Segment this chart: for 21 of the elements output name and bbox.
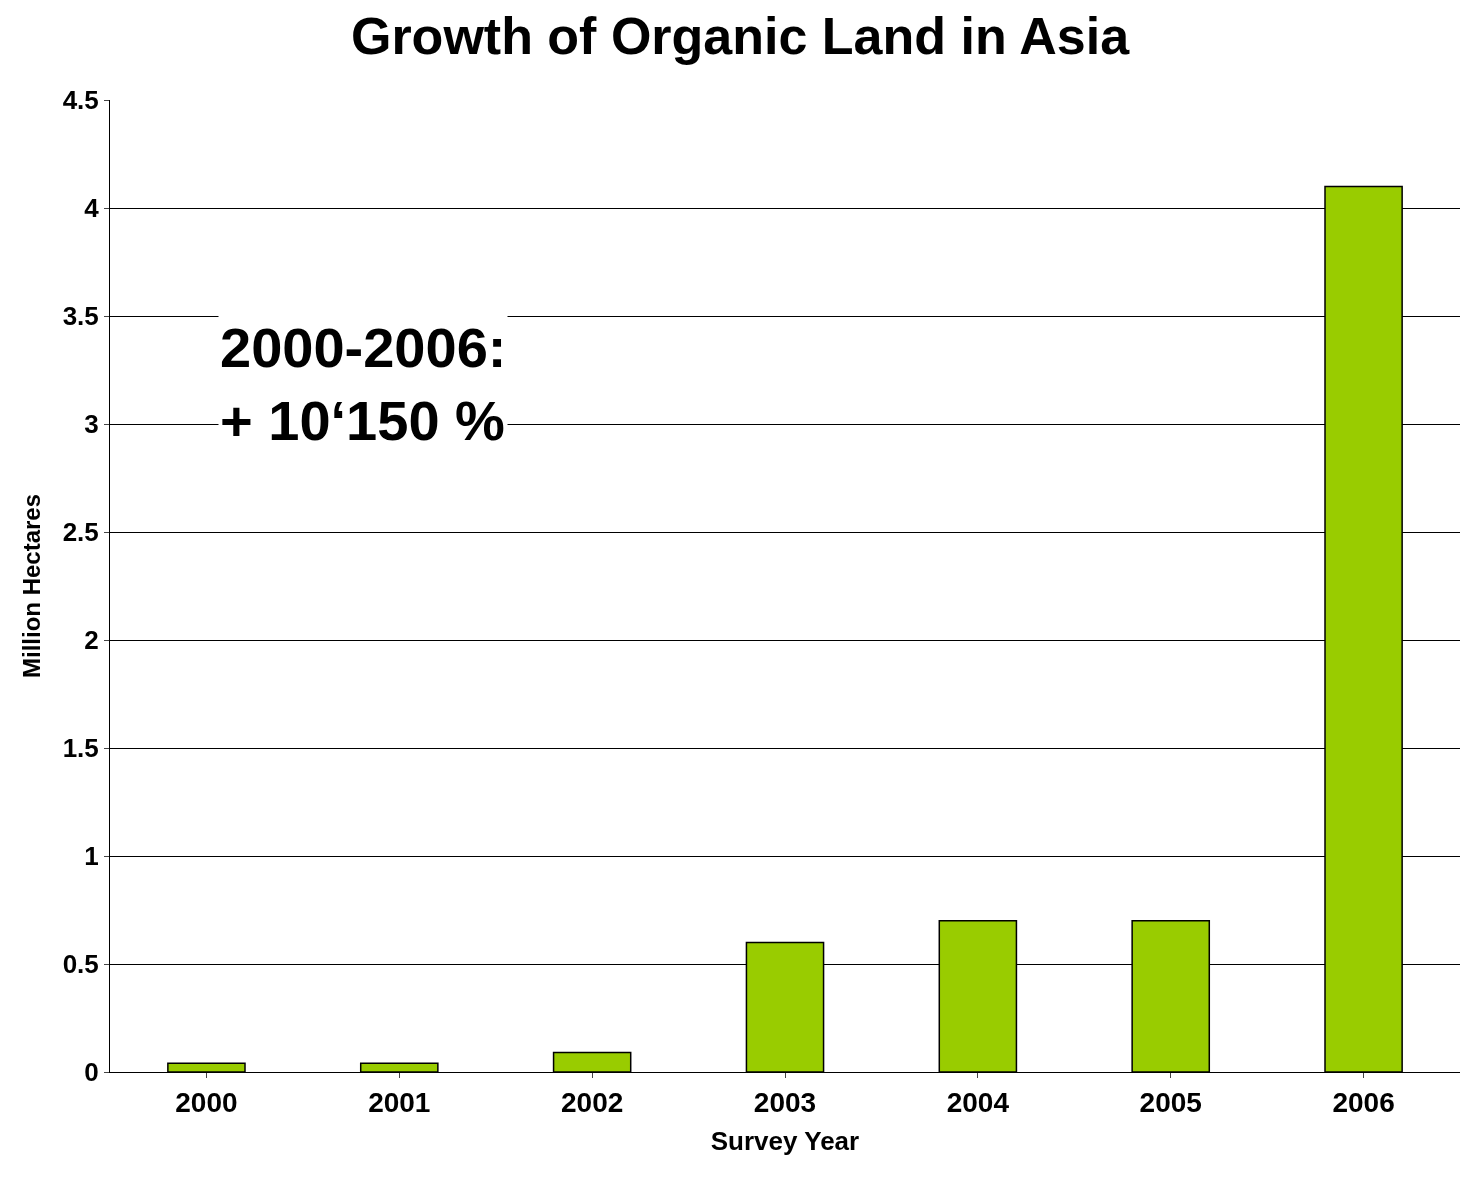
- y-tick-label: 0.5: [62, 949, 99, 980]
- x-tick-label: 2003: [753, 1086, 817, 1118]
- x-tick-label: 2006: [1332, 1086, 1395, 1118]
- x-tick-label: 2002: [560, 1086, 624, 1118]
- x-tick-label: 2001: [368, 1086, 431, 1118]
- chart-title: Growth of Organic Land in Asia: [350, 7, 1131, 66]
- x-tick-label: 2000: [175, 1086, 238, 1118]
- y-tick-label: 2: [84, 625, 99, 656]
- y-tick-label: 1.5: [62, 733, 99, 764]
- y-axis-title: Million Hectares: [17, 493, 45, 679]
- y-tick-label: 3.5: [62, 301, 99, 332]
- annotation: 2000-2006: + 10‘150 %: [220, 316, 507, 452]
- y-tick-label: 2.5: [62, 517, 99, 548]
- x-tick-label: 2005: [1139, 1086, 1202, 1118]
- y-tick-label: 1: [84, 841, 99, 872]
- y-tick-label: 0: [84, 1057, 99, 1088]
- y-tick-label: 4: [84, 193, 100, 224]
- x-tick-label: 2004: [946, 1086, 1010, 1118]
- x-axis-title: Survey Year: [710, 1126, 860, 1157]
- y-tick-label: 3: [84, 409, 99, 440]
- y-tick-label: 4.5: [62, 85, 99, 116]
